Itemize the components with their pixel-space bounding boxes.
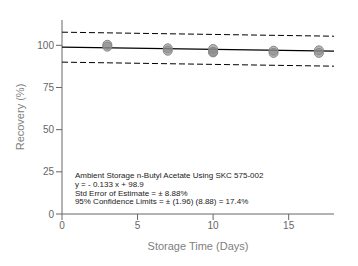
svg-text:100: 100 (37, 40, 54, 51)
svg-text:95% Confidence Limits = ± (1.9: 95% Confidence Limits = ± (1.96) (8.88) … (75, 197, 248, 206)
svg-text:0: 0 (48, 209, 54, 220)
svg-text:5: 5 (135, 220, 141, 231)
svg-text:y = - 0.133 x + 98.9: y = - 0.133 x + 98.9 (75, 180, 144, 189)
svg-text:75: 75 (43, 82, 55, 93)
svg-text:25: 25 (43, 166, 55, 177)
svg-text:Storage Time (Days): Storage Time (Days) (148, 240, 249, 252)
svg-text:Recovery (%): Recovery (%) (14, 84, 26, 151)
svg-text:15: 15 (283, 220, 295, 231)
svg-text:10: 10 (208, 220, 220, 231)
svg-text:Ambient Storage n-Butyl Acetat: Ambient Storage n-Butyl Acetate Using SK… (75, 171, 264, 180)
svg-text:50: 50 (43, 124, 55, 135)
svg-text:0: 0 (59, 220, 65, 231)
svg-text:Std Error of Estimate = ± 8.88: Std Error of Estimate = ± 8.88% (75, 189, 188, 198)
